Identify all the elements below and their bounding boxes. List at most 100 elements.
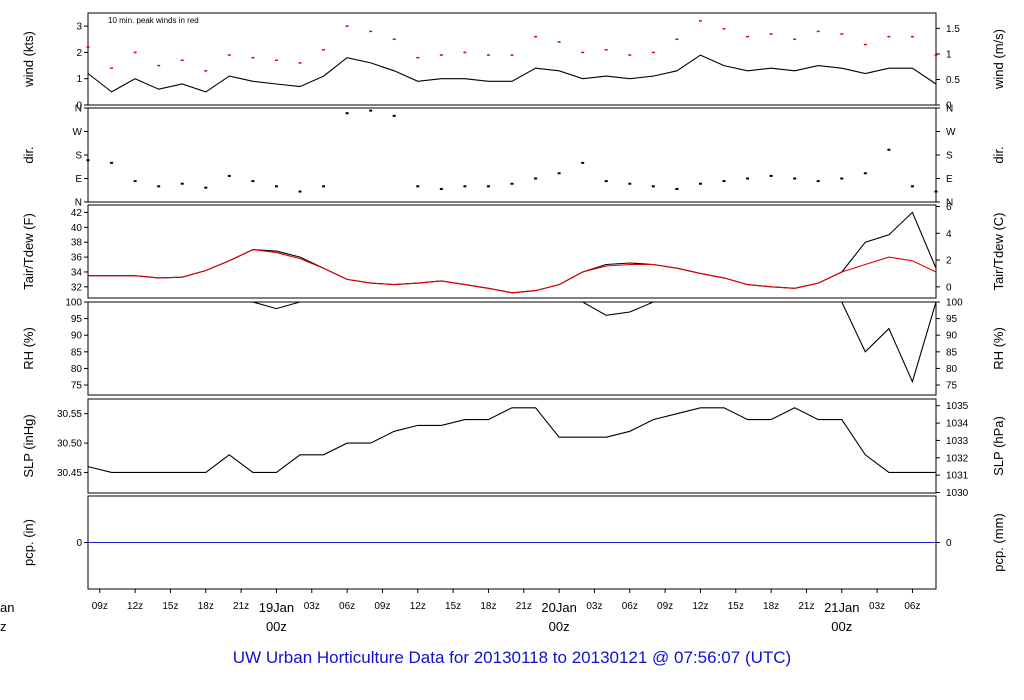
y-tick-label-right: 1032 [946,453,969,464]
direction-point [887,148,891,151]
y-tick-label-right: S [946,151,953,162]
direction-point [769,174,773,177]
y-tick-label-right: 1034 [946,419,969,430]
y-tick-label-right: 2 [946,256,952,267]
y-axis-title-right: Tair/Tdew (C) [991,212,1006,290]
peak-wind-point [322,49,326,51]
direction-point [204,186,208,189]
peak-wind-point [392,38,396,41]
y-tick-label-right: 0 [946,101,952,112]
direction-point [251,180,255,183]
direction-point [628,182,632,185]
y-axis-title: SLP (inHg) [21,414,36,477]
panel-slp [84,398,940,494]
x-day-time-label: 00z [831,619,852,634]
x-tick-label: 03z [869,601,885,612]
direction-point [675,187,679,190]
y-tick-label-right: 1.5 [946,24,960,35]
weather-chart: 0 1 2 3 0 0.5 1 1.5 wind (kts) wind (m/s) 10 min. … [0,12,1006,634]
y-tick-label-right: 4 [946,229,952,240]
y-tick-label-right: 90 [946,331,958,342]
peak-wind-point [416,56,420,59]
y-tick-label-right: 1035 [946,401,969,412]
y-axis-title: dir. [21,146,36,163]
direction-point [180,182,184,185]
x-day-label-partial: an [0,600,14,615]
series-line-wind-speed [87,54,937,93]
peak-wind-point [581,51,585,54]
direction-point [392,114,396,117]
y-tick-label: 100 [65,298,82,309]
peak-wind-point [675,38,679,41]
direction-point [581,161,585,164]
x-day-label: 19Jan [259,600,294,615]
y-tick-label: W [73,127,83,138]
peak-wind-point [439,54,443,56]
y-tick-label: 40 [71,223,83,234]
panel-frame [87,204,937,299]
peak-wind-point [510,54,514,56]
peak-wind-point [157,64,161,67]
peak-wind-point [227,54,231,56]
series-line-slp [87,407,936,473]
x-tick-label: 09z [374,601,390,612]
footer-title: UW Urban Horticulture Data for 20130118 … [232,648,792,667]
direction-point [227,174,231,177]
x-tick-label: 21z [516,601,532,612]
peak-wind-point [934,54,938,56]
direction-point [86,159,90,162]
direction-point [274,185,278,188]
direction-point [840,177,844,180]
x-tick-label: 03z [586,601,602,612]
direction-point [746,177,750,180]
peak-wind-point [628,54,632,56]
direction-point [439,187,443,190]
y-tick-label: 36 [71,253,83,264]
y-tick-label: E [75,174,82,185]
series-line-tdew [88,249,937,294]
y-tick-label: 75 [71,381,83,392]
direction-point [486,185,490,188]
y-tick-label: 32 [71,282,83,293]
direction-point [534,177,538,180]
peak-wind-point [863,43,867,46]
panel-frame [87,12,937,106]
panel-frame [87,398,937,494]
direction-point [604,180,608,183]
x-day-time-label-partial: z [0,619,7,634]
y-axis-title: RH (%) [21,327,36,370]
panel-wind [84,12,940,106]
x-tick-label: 21z [798,601,814,612]
y-tick-label-right: 6 [946,202,952,213]
peak-wind-point [651,51,655,54]
y-tick-label-right: 1031 [946,471,969,482]
y-tick-label: 1 [76,74,82,85]
y-tick-label-right: 100 [946,298,963,309]
x-tick-label: 18z [198,601,214,612]
direction-point [133,180,137,183]
peak-wind-point [816,30,820,33]
y-tick-label: S [75,151,82,162]
peak-wind-point [769,33,773,35]
direction-point [322,185,326,188]
y-tick-label: 0 [76,101,82,112]
direction-point [157,185,161,188]
peak-wind-point [298,62,302,64]
peak-wind-point [251,56,255,59]
y-tick-label: 95 [71,314,83,325]
y-tick-label: N [75,104,82,115]
y-tick-label: 38 [71,238,83,249]
panel-dir [84,107,940,203]
direction-point [463,185,467,188]
direction-point [298,190,302,193]
y-axis-title: pcp. (in) [21,519,36,566]
direction-point [510,182,514,185]
direction-point [816,180,820,183]
peak-wind-point [722,28,726,30]
x-tick-label: 15z [728,601,744,612]
peak-wind-point [463,51,467,54]
y-tick-label: 3 [76,22,82,33]
y-tick-label-right: 75 [946,381,958,392]
peak-wind-point [557,41,561,43]
x-tick-label: 09z [657,601,673,612]
